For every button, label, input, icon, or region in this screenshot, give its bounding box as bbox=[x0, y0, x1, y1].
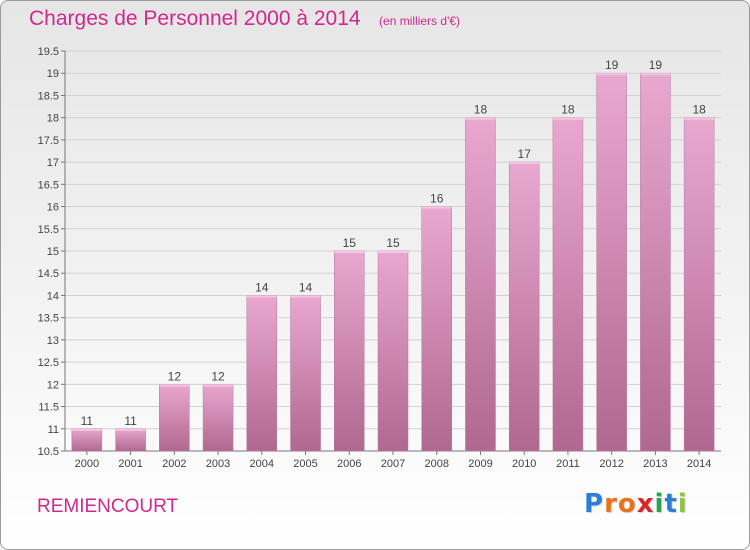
y-tick-label: 17 bbox=[47, 157, 59, 169]
x-tick-label: 2006 bbox=[337, 458, 361, 470]
y-tick-label: 16 bbox=[47, 202, 59, 214]
value-label: 18 bbox=[474, 103, 488, 117]
brand-letter: r bbox=[604, 489, 618, 519]
bar-2006 bbox=[334, 250, 365, 452]
bar-top-highlight bbox=[465, 117, 496, 120]
bar-top-highlight bbox=[246, 295, 277, 298]
bar-2004 bbox=[246, 295, 278, 452]
y-tick-label: 16.5 bbox=[38, 179, 59, 191]
bar-top-highlight bbox=[421, 206, 452, 209]
x-tick-label: 2009 bbox=[468, 458, 492, 470]
value-label: 18 bbox=[561, 103, 575, 117]
bar-top-highlight bbox=[71, 428, 102, 431]
bar-2013 bbox=[640, 72, 671, 452]
x-tick-label: 2007 bbox=[381, 458, 405, 470]
x-tick-label: 2010 bbox=[512, 458, 536, 470]
y-tick-label: 12 bbox=[47, 379, 59, 391]
bar-top-highlight bbox=[115, 428, 146, 431]
x-tick-label: 2014 bbox=[687, 458, 711, 470]
data-labels: 11 11 12 12 14 14 15 15 16 18 17 18 19 19 18 bbox=[81, 58, 706, 428]
value-label: 11 bbox=[81, 414, 94, 428]
chart-title: Charges de Personnel 2000 à 2014 bbox=[29, 7, 361, 30]
chart-subtitle: (en milliers d'€) bbox=[379, 14, 461, 28]
brand-letter: i bbox=[677, 489, 688, 519]
y-tick-label: 14 bbox=[47, 290, 59, 302]
value-label: 18 bbox=[692, 103, 706, 117]
value-label: 19 bbox=[649, 58, 663, 72]
y-tick-label: 17.5 bbox=[38, 135, 59, 147]
axes: 10.5 11 11.5 12 12.5 13 13.5 14 14.5 15 15.5 16 16.5… bbox=[38, 46, 721, 470]
bar-top-highlight bbox=[509, 162, 540, 165]
y-tick-label: 18 bbox=[47, 113, 59, 125]
x-tick-label: 2011 bbox=[556, 458, 580, 470]
title-block: Charges de Personnel 2000 à 2014 (en mil… bbox=[29, 7, 460, 31]
bar-2014 bbox=[683, 117, 715, 452]
y-tick-label: 11 bbox=[48, 424, 59, 436]
bar-2010 bbox=[508, 161, 540, 452]
bar-top-highlight bbox=[552, 117, 583, 120]
bar-top-highlight bbox=[334, 251, 365, 253]
x-tick-label: 2008 bbox=[424, 458, 448, 470]
value-label: 14 bbox=[299, 280, 313, 294]
value-label: 15 bbox=[343, 236, 357, 250]
proxiti-logo[interactable]: Proxiti bbox=[584, 489, 688, 519]
value-label: 14 bbox=[255, 280, 269, 294]
bar-2002 bbox=[159, 384, 190, 452]
y-tick-label: 18.5 bbox=[38, 90, 59, 102]
bar-top-highlight bbox=[378, 251, 408, 253]
y-tick-label: 12.5 bbox=[38, 357, 59, 369]
brand-letter: t bbox=[664, 489, 678, 519]
x-tick-label: 2002 bbox=[162, 458, 186, 470]
value-label: 19 bbox=[605, 58, 619, 72]
bar-top-highlight bbox=[159, 384, 190, 387]
bars bbox=[71, 72, 715, 452]
x-tick-label: 2005 bbox=[293, 458, 317, 470]
bar-2011 bbox=[552, 117, 584, 452]
bar-top-highlight bbox=[640, 73, 671, 76]
bar-top-highlight bbox=[290, 295, 321, 298]
brand-letter: i bbox=[654, 489, 665, 519]
y-tick-label: 19 bbox=[47, 68, 59, 80]
bar-2009 bbox=[465, 117, 496, 452]
value-label: 16 bbox=[430, 192, 444, 206]
bar-top-highlight bbox=[203, 384, 234, 387]
bar-2005 bbox=[290, 295, 321, 452]
y-tick-label: 14.5 bbox=[38, 268, 59, 280]
value-label: 15 bbox=[386, 236, 400, 250]
bar-top-highlight bbox=[596, 73, 627, 76]
x-tick-label: 2012 bbox=[599, 458, 623, 470]
x-tick-label: 2013 bbox=[643, 458, 667, 470]
x-tick-label: 2000 bbox=[75, 458, 99, 470]
y-tick-label: 10.5 bbox=[38, 446, 59, 458]
value-label: 11 bbox=[124, 414, 137, 428]
brand-letter: P bbox=[584, 489, 605, 519]
x-tick-label: 2001 bbox=[118, 458, 142, 470]
brand-letter: x bbox=[636, 489, 655, 519]
y-tick-label: 11.5 bbox=[38, 402, 59, 414]
x-tick-label: 2004 bbox=[250, 458, 274, 470]
bar-2003 bbox=[202, 384, 234, 452]
value-label: 12 bbox=[168, 369, 182, 383]
bar-2012 bbox=[596, 72, 627, 452]
value-label: 12 bbox=[211, 369, 225, 383]
bar-top-highlight bbox=[684, 117, 715, 120]
y-tick-label: 15 bbox=[47, 246, 59, 258]
y-tick-label: 19.5 bbox=[38, 46, 59, 58]
bar-2001 bbox=[115, 428, 146, 452]
value-label: 17 bbox=[518, 147, 532, 161]
y-tick-label: 13 bbox=[47, 335, 59, 347]
x-tick-label: 2003 bbox=[206, 458, 230, 470]
bar-2008 bbox=[421, 206, 452, 452]
bar-2007 bbox=[377, 250, 409, 452]
bar-2000 bbox=[71, 428, 103, 452]
place-name: REMIENCOURT bbox=[37, 496, 179, 517]
brand-letter: o bbox=[617, 489, 637, 519]
y-tick-label: 13.5 bbox=[38, 313, 59, 325]
y-tick-label: 15.5 bbox=[38, 224, 59, 236]
